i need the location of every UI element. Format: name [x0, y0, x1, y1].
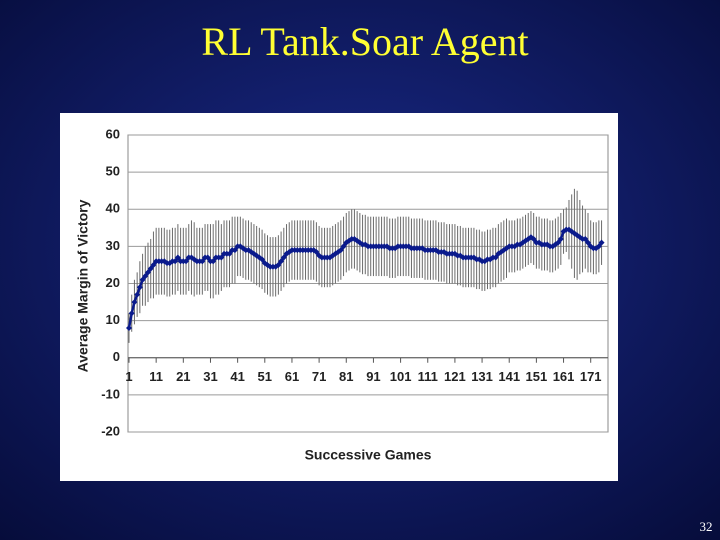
x-tick-label: 71 — [312, 369, 326, 384]
x-tick-label: 151 — [526, 369, 548, 384]
data-point — [340, 243, 347, 250]
data-point — [139, 276, 146, 283]
x-tick-label: 161 — [553, 369, 575, 384]
x-tick-label: 61 — [285, 369, 299, 384]
data-point — [131, 299, 138, 306]
data-point — [280, 254, 287, 261]
x-tick-label: 11 — [149, 369, 163, 384]
data-point — [259, 256, 266, 263]
x-tick-label: 81 — [339, 369, 353, 384]
x-tick-label: 111 — [418, 369, 438, 384]
y-tick-label: 10 — [106, 312, 120, 327]
chart-area — [60, 113, 618, 481]
y-tick-label: 60 — [106, 126, 120, 141]
data-point — [128, 310, 135, 317]
y-axis-title: Average Margin of Victory — [75, 199, 91, 372]
data-point — [598, 239, 605, 246]
data-point — [582, 235, 589, 242]
data-point — [183, 258, 190, 265]
x-tick-label: 41 — [230, 369, 244, 384]
data-point — [218, 254, 225, 261]
x-axis-title: Successive Games — [305, 447, 432, 463]
y-tick-label: 20 — [106, 275, 120, 290]
x-tick-label: 51 — [258, 369, 272, 384]
y-tick-label: 30 — [106, 238, 120, 253]
data-point — [150, 261, 157, 268]
data-point — [313, 248, 320, 255]
data-point — [210, 258, 217, 265]
data-point — [337, 247, 344, 254]
data-point — [172, 258, 179, 265]
data-point — [199, 258, 206, 265]
y-tick-label: 0 — [113, 349, 120, 364]
x-tick-label: 171 — [580, 369, 602, 384]
data-point — [231, 247, 238, 254]
data-point — [492, 254, 499, 261]
data-point — [147, 265, 154, 272]
data-point — [174, 254, 181, 261]
data-point — [557, 235, 564, 242]
x-tick-label: 91 — [366, 369, 380, 384]
data-point — [595, 243, 602, 250]
data-point — [126, 325, 132, 332]
x-tick-label: 1 — [125, 369, 132, 384]
data-point — [142, 273, 149, 280]
x-tick-label: 141 — [498, 369, 520, 384]
y-tick-label: -20 — [101, 423, 120, 438]
data-point — [555, 239, 562, 246]
x-tick-label: 121 — [444, 369, 466, 384]
data-point — [530, 235, 537, 242]
x-tick-label: 101 — [390, 369, 412, 384]
data-point — [204, 254, 211, 261]
data-point — [584, 239, 591, 246]
y-tick-label: -10 — [101, 386, 120, 401]
data-point — [226, 250, 233, 257]
page-number: 32 — [700, 519, 713, 534]
y-tick-label: 40 — [106, 201, 120, 216]
x-tick-label: 131 — [471, 369, 493, 384]
data-point — [134, 291, 141, 298]
x-tick-label: 31 — [203, 369, 217, 384]
data-point — [275, 261, 282, 268]
data-point — [136, 284, 143, 291]
y-tick-label: 50 — [106, 164, 120, 179]
data-point — [278, 258, 285, 265]
x-tick-label: 21 — [176, 369, 190, 384]
data-point — [145, 269, 152, 276]
slide-title: RL Tank.Soar Agent — [201, 19, 528, 64]
